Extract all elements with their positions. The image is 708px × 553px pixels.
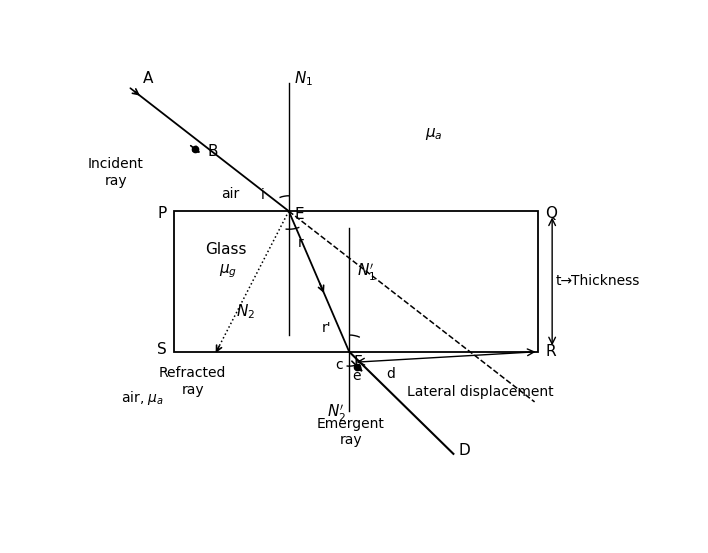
Text: ray: ray xyxy=(181,383,204,397)
Text: E: E xyxy=(295,207,304,222)
Text: A: A xyxy=(143,71,154,86)
Text: $N_2$: $N_2$ xyxy=(236,302,255,321)
Text: air, $\mu_a$: air, $\mu_a$ xyxy=(122,389,164,408)
Text: Refracted: Refracted xyxy=(159,366,227,380)
Text: Lateral displacement: Lateral displacement xyxy=(406,385,554,399)
Text: Glass: Glass xyxy=(205,242,246,257)
Text: $N_1'$: $N_1'$ xyxy=(358,262,377,284)
Text: F: F xyxy=(353,355,362,370)
Text: r': r' xyxy=(321,321,331,335)
Text: r: r xyxy=(298,236,304,250)
Text: R: R xyxy=(546,344,556,359)
Text: d: d xyxy=(386,367,395,381)
Text: Incident: Incident xyxy=(88,157,144,171)
Text: Emergent: Emergent xyxy=(317,417,384,431)
Text: D: D xyxy=(459,443,471,458)
Text: ray: ray xyxy=(105,174,127,189)
Text: Thickness: Thickness xyxy=(571,274,640,289)
Text: t→: t→ xyxy=(556,274,573,289)
Text: air: air xyxy=(221,187,239,201)
Text: $N_2'$: $N_2'$ xyxy=(327,403,346,424)
Text: Q: Q xyxy=(546,206,558,221)
Text: i: i xyxy=(261,188,264,202)
Text: $\mu_g$: $\mu_g$ xyxy=(219,262,238,280)
Text: $\mu_a$: $\mu_a$ xyxy=(426,127,443,143)
Text: B: B xyxy=(207,144,218,159)
Text: P: P xyxy=(157,206,166,221)
Text: S: S xyxy=(156,342,166,357)
Text: e: e xyxy=(352,369,360,383)
Bar xyxy=(173,211,538,352)
Text: ray: ray xyxy=(339,433,362,447)
Text: c: c xyxy=(336,358,343,372)
Text: $N_1$: $N_1$ xyxy=(295,70,314,88)
